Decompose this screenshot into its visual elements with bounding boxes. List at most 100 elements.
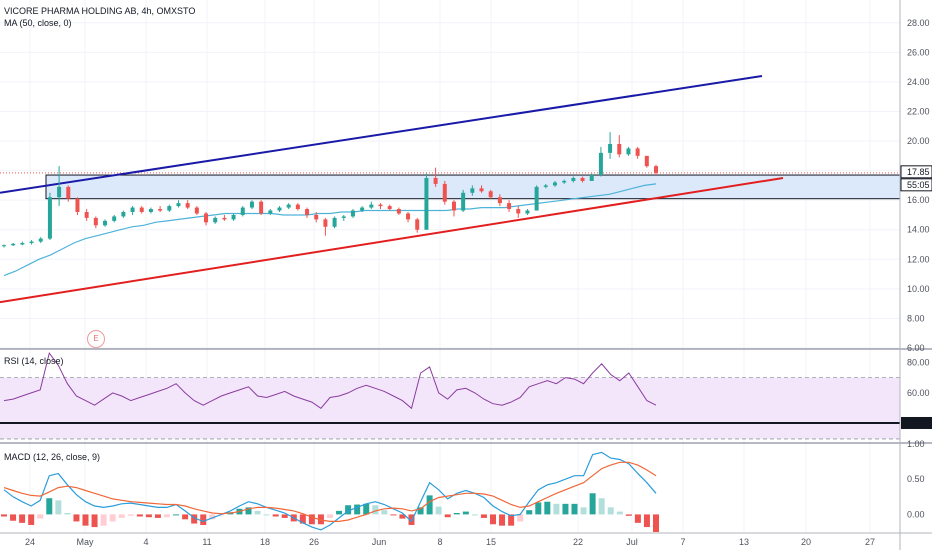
candle-body [608,144,613,153]
candle-body [38,238,43,242]
time-tick-label: 13 [739,537,749,547]
price-tick-label: 16.00 [907,195,930,205]
macd-histogram-bar [363,503,370,515]
macd-histogram-bar [317,514,324,525]
candle-body [580,178,585,181]
channel-top-line [0,75,763,194]
price-tick-label: 26.00 [907,47,930,57]
countdown-text: 55:05 [907,180,930,190]
candle-body [20,243,25,245]
macd-histogram-bar [127,514,134,516]
macd-histogram-bar [453,512,460,515]
rsi-band [0,377,900,439]
candle-body [121,212,126,217]
time-tick-label: 15 [486,537,496,547]
candle-body [369,204,374,208]
macd-histogram-bar [345,505,352,515]
candle-body [29,241,34,244]
candle-body [552,182,557,186]
candle-body [461,192,466,211]
last-price-badge [900,165,932,179]
macd-histogram-bar [64,512,71,515]
candle-body [57,186,62,198]
macd-histogram-bar [164,514,170,518]
macd-histogram-bar [517,514,524,522]
macd-legend: MACD (12, 26, close, 9) [4,452,101,462]
rsi-pane [0,351,900,440]
macd-histogram-bar [553,503,560,515]
macd-pane [1,451,659,532]
price-tick-label: 6.00 [907,343,925,353]
macd-histogram-bar [281,514,288,518]
macd-histogram-bar [653,514,659,532]
macd-histogram-bar [643,514,650,528]
price-tick-label: 28.00 [907,18,930,28]
earnings-marker[interactable]: E [87,330,105,348]
macd-histogram-bar [408,514,415,525]
macd-histogram-bar [580,507,587,515]
rsi-tick-label: 80.00 [907,357,930,367]
candle-body [396,209,401,214]
macd-histogram-bar [499,514,506,526]
candle-body [341,216,346,218]
time-tick-label: 11 [202,537,211,547]
candle-body [66,186,71,199]
macd-histogram-bar [625,514,632,516]
support-zone-rect [45,174,901,200]
candle-body [259,201,264,214]
macd-histogram-bar [82,514,89,526]
candle-body [130,207,135,212]
macd-histogram-bar [535,502,542,515]
candle-body [222,217,227,220]
candle-body [378,204,383,207]
candle-body [213,217,218,223]
macd-histogram-bar [471,514,478,516]
candle-body [332,217,337,227]
macd-histogram-bar [100,514,107,526]
macd-histogram-bar [354,504,361,515]
ma-line [3,183,657,277]
candle-body [314,214,319,220]
candle-body [194,207,199,214]
candle-body [158,209,163,211]
candle-body [103,220,108,226]
candle-body [571,178,576,181]
time-tick-label: 7 [680,537,685,547]
macd-histogram-bar [462,511,469,515]
macd-histogram-bar [118,514,125,518]
macd-histogram-bar [272,514,279,517]
macd-histogram-bar [46,498,53,515]
time-tick-label: Jul [626,537,638,547]
countdown-badge [900,178,932,192]
candle-body [424,178,429,230]
price-tick-label: 10.00 [907,284,930,294]
candle-body [277,207,282,211]
macd-histogram-bar [91,514,98,528]
macd-histogram-bar [10,514,17,521]
last-price-text: 17.85 [907,167,930,177]
macd-histogram-bar [136,514,143,517]
rsi-legend: RSI (14, close) [4,356,64,366]
time-tick-label: 20 [801,537,811,547]
macd-histogram-bar [336,510,343,515]
macd-histogram-bar [589,493,596,515]
macd-histogram-bar [562,503,569,515]
macd-histogram-bar [1,514,7,517]
candle-body [525,210,530,214]
candle-body [497,197,502,204]
macd-histogram-bar [55,500,62,515]
time-tick-label: May [76,537,94,547]
candle-body [84,212,89,218]
candle-body [231,214,236,220]
candle-body [387,206,392,210]
rsi-badge-text: 40.40 [907,418,930,428]
candle-body [516,209,521,214]
candle-body [442,183,447,202]
macd-histogram-bar [109,514,116,522]
price-tick-label: 12.00 [907,254,930,264]
candle-body [488,191,493,198]
macd-histogram-bar [154,514,161,518]
candles [2,132,658,248]
candle-body [11,243,16,246]
